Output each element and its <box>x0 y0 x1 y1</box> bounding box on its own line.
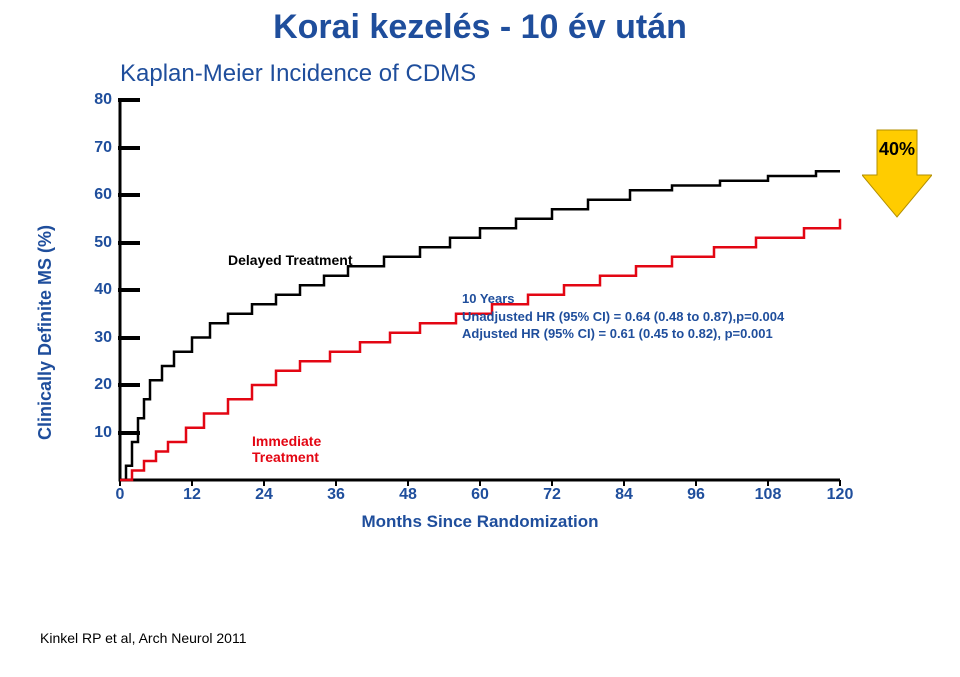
x-tick-label: 120 <box>827 480 854 504</box>
y-tick-label: 20 <box>94 376 120 394</box>
y-tick-label: 40 <box>94 281 120 299</box>
kaplan-meier-chart: 102030405060708001224364860728496108120D… <box>120 100 840 480</box>
citation-text: Kinkel RP et al, Arch Neurol 2011 <box>40 630 247 646</box>
y-tick-label: 10 <box>94 424 120 442</box>
badge-value: 40% <box>862 139 932 160</box>
y-tick <box>118 193 140 197</box>
reduction-badge: 40% <box>862 125 932 220</box>
x-tick-label: 24 <box>255 480 273 504</box>
y-tick <box>118 288 140 292</box>
x-tick-label: 84 <box>615 480 633 504</box>
x-tick-label: 72 <box>543 480 561 504</box>
x-tick-label: 48 <box>399 480 417 504</box>
series-label-immediate: Immediate Treatment <box>252 433 321 465</box>
y-axis-label: Clinically Definite MS (%) <box>35 225 56 440</box>
x-tick-label: 96 <box>687 480 705 504</box>
slide: Korai kezelés - 10 év után Kaplan-Meier … <box>0 0 960 677</box>
x-tick-label: 0 <box>116 480 125 504</box>
y-tick <box>118 241 140 245</box>
slide-title: Korai kezelés - 10 év után <box>0 8 960 47</box>
x-axis-label: Months Since Randomization <box>120 512 840 532</box>
y-tick-label: 70 <box>94 139 120 157</box>
y-tick-label: 60 <box>94 186 120 204</box>
stats-block: 10 YearsUnadjusted HR (95% CI) = 0.64 (0… <box>462 290 784 343</box>
y-tick-label: 80 <box>94 91 120 109</box>
x-tick-label: 108 <box>755 480 782 504</box>
x-tick-label: 36 <box>327 480 345 504</box>
y-tick-label: 30 <box>94 329 120 347</box>
y-tick-label: 50 <box>94 234 120 252</box>
x-tick-label: 12 <box>183 480 201 504</box>
y-tick <box>118 336 140 340</box>
series-label-delayed: Delayed Treatment <box>228 252 353 268</box>
y-tick <box>118 383 140 387</box>
y-tick <box>118 98 140 102</box>
y-tick <box>118 146 140 150</box>
y-tick <box>118 431 140 435</box>
slide-subtitle: Kaplan-Meier Incidence of CDMS <box>120 60 476 88</box>
x-tick-label: 60 <box>471 480 489 504</box>
